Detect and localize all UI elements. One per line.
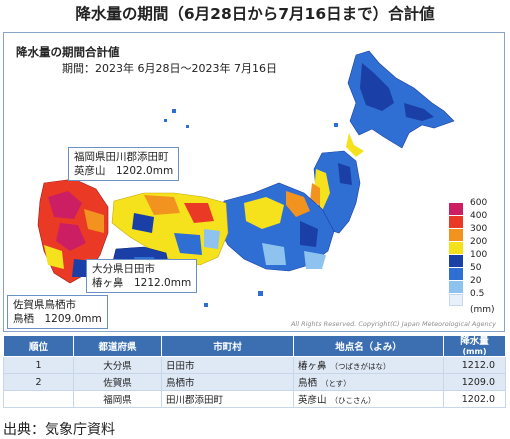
- cell-rank: [3, 390, 74, 408]
- callout-place: 椿ヶ鼻: [92, 277, 124, 289]
- station-name: 鳥栖: [298, 378, 318, 389]
- legend-label: 50: [470, 263, 482, 273]
- station-reading: （ひこさん）: [330, 396, 376, 405]
- legend-swatch: [449, 203, 463, 215]
- station-reading: （つばきがはな）: [330, 362, 391, 371]
- legend-label: 400: [470, 211, 488, 221]
- header-station: 地点名（よみ）: [293, 335, 444, 357]
- legend-label: 600: [470, 198, 488, 208]
- chubu-kanto-region: [217, 182, 335, 272]
- callout-place: 英彦山: [74, 165, 106, 177]
- japan-map: [28, 50, 455, 319]
- kansai-chugoku-region: [111, 192, 229, 266]
- tohoku-region: [310, 150, 361, 234]
- cell-amount: 1202.0: [443, 390, 506, 408]
- cell-prefecture: 大分県: [73, 356, 162, 374]
- legend-swatch: [449, 255, 463, 267]
- legend-item: 400: [442, 211, 502, 229]
- legend-swatch: [449, 216, 463, 228]
- cell-station: 英彦山 （ひこさん）: [293, 390, 444, 408]
- callout-tosu: 佐賀県鳥栖市 鳥栖 1209.0mm: [7, 295, 108, 329]
- rainfall-ranking-table: 順位 都道府県 市町村 地点名（よみ） 降水量 (mm) 1 大分県 日田市 椿…: [3, 335, 506, 408]
- cell-station: 椿ヶ鼻 （つばきがはな）: [293, 356, 444, 374]
- station-name: 英彦山: [298, 395, 327, 406]
- legend-swatch: [449, 268, 463, 280]
- legend-swatch: [449, 281, 463, 293]
- legend-item: 200: [442, 237, 502, 255]
- callout-value: 1209.0mm: [44, 313, 102, 325]
- cell-amount: 1212.0: [443, 356, 506, 374]
- cell-city: 田川郡添田町: [161, 390, 294, 408]
- table-header-row: 順位 都道府県 市町村 地点名（よみ） 降水量 (mm): [3, 335, 506, 357]
- page-title: 降水量の期間（6月28日から7月16日まで）合計値: [75, 5, 435, 23]
- legend-label: 300: [470, 224, 488, 234]
- station-name: 椿ヶ鼻: [298, 361, 327, 372]
- hokkaido-region: [346, 50, 455, 157]
- header-city: 市町村: [161, 335, 294, 357]
- cell-city: 日田市: [161, 356, 294, 374]
- legend-item: 0.5: [442, 289, 502, 307]
- header-rank: 順位: [3, 335, 74, 357]
- cell-amount: 1209.0: [443, 373, 506, 391]
- legend-item: 20: [442, 276, 502, 294]
- legend-swatch: [449, 242, 463, 254]
- map-period: 期間：2023年 6月28日〜2023年 7月16日: [62, 62, 277, 75]
- header-amount: 降水量 (mm): [443, 335, 506, 357]
- copyright-notice: All Rights Reserved. Copyright(C) Japan …: [290, 320, 496, 328]
- map-heading: 降水量の期間合計値: [16, 45, 120, 59]
- callout-value: 1202.0mm: [116, 165, 174, 177]
- legend-item: 600: [442, 198, 502, 216]
- header-amount-label: 降水量: [460, 336, 489, 347]
- table-row: 福岡県 田川郡添田町 英彦山 （ひこさん） 1202.0: [3, 390, 506, 408]
- cell-prefecture: 福岡県: [73, 390, 162, 408]
- table-row: 2 佐賀県 鳥栖市 鳥栖 （とす） 1209.0: [3, 373, 506, 391]
- kyushu-region: [37, 178, 109, 284]
- callout-location: 福岡県田川郡添田町: [74, 151, 169, 163]
- northern-small-islands: [164, 109, 338, 128]
- header-prefecture: 都道府県: [73, 335, 162, 357]
- header-amount-unit: (mm): [462, 347, 487, 356]
- callout-location: 佐賀県鳥栖市: [13, 299, 76, 311]
- legend-label: 20: [470, 276, 482, 286]
- legend-label: 100: [470, 250, 488, 260]
- callout-tsubakigahana: 大分県日田市 椿ヶ鼻 1212.0mm: [86, 259, 198, 293]
- callout-place: 鳥栖: [13, 313, 34, 325]
- cell-rank: 2: [3, 373, 74, 391]
- cell-rank: 1: [3, 356, 74, 374]
- legend-item: 300: [442, 224, 502, 242]
- callout-location: 大分県日田市: [92, 263, 155, 275]
- legend-item: 100: [442, 250, 502, 268]
- station-reading: （とす）: [321, 379, 351, 388]
- callout-hikosan: 福岡県田川郡添田町 英彦山 1202.0mm: [68, 147, 180, 181]
- legend-item: 50: [442, 263, 502, 281]
- cell-station: 鳥栖 （とす）: [293, 373, 444, 391]
- legend-label: 0.5: [470, 289, 485, 299]
- source-note: 出典：気象庁資料: [3, 422, 115, 438]
- cell-city: 鳥栖市: [161, 373, 294, 391]
- rainfall-map: 降水量の期間合計値 期間：2023年 6月28日〜2023年 7月16日 福岡県…: [3, 32, 505, 332]
- rainfall-legend: 600 400 300 200 100 50 20 0.5: [442, 198, 502, 323]
- callout-value: 1212.0mm: [134, 277, 192, 289]
- legend-unit-label: (mm): [470, 305, 495, 315]
- table-row: 1 大分県 日田市 椿ヶ鼻 （つばきがはな） 1212.0: [3, 356, 506, 374]
- legend-unit: (mm): [442, 305, 502, 318]
- cell-prefecture: 佐賀県: [73, 373, 162, 391]
- legend-swatch: [449, 229, 463, 241]
- legend-label: 200: [470, 237, 488, 247]
- legend-swatch: [449, 294, 463, 306]
